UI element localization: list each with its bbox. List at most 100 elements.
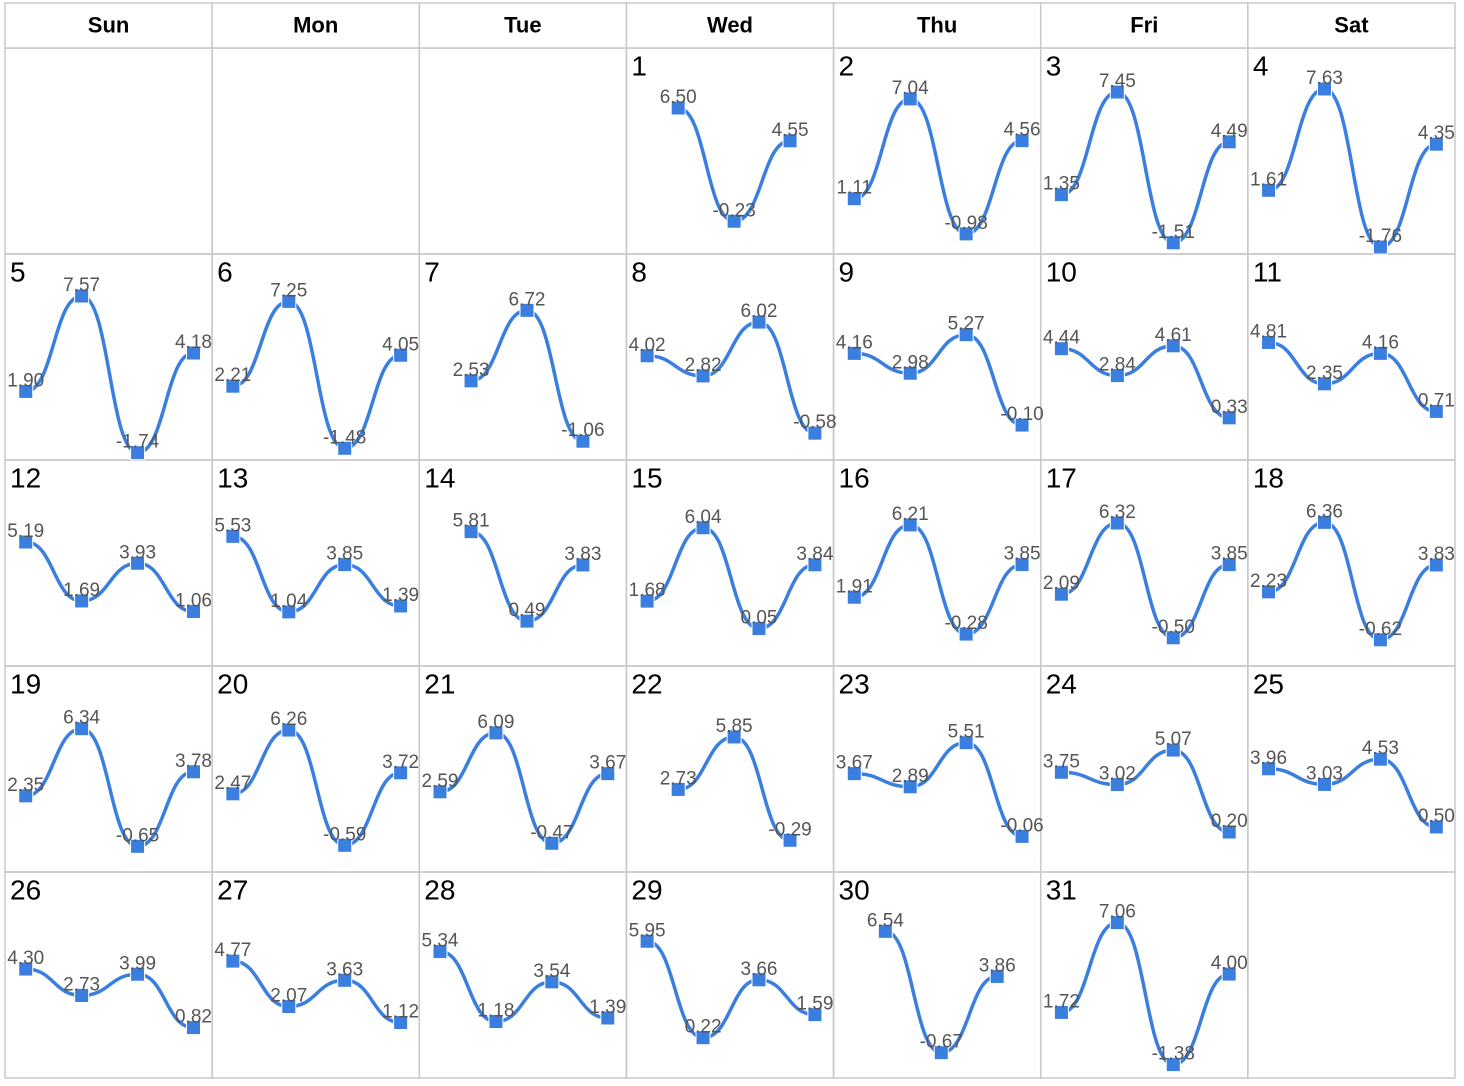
- value-label: -1.06: [561, 420, 604, 441]
- tide-curve: [439, 731, 609, 846]
- tide-point: [989, 968, 1005, 984]
- tide-point: [281, 604, 297, 620]
- value-label: 7.63: [1306, 68, 1343, 89]
- weekday-label: Wed: [707, 12, 753, 37]
- day-number: 18: [1253, 462, 1284, 493]
- day-number: 23: [839, 668, 870, 699]
- tide-point: [1053, 187, 1069, 203]
- tide-point: [185, 764, 201, 780]
- value-label: 6.50: [660, 87, 697, 108]
- tide-curve: [1061, 90, 1230, 245]
- day-number: 4: [1253, 50, 1269, 81]
- tide-point: [130, 838, 146, 854]
- value-label: 6.32: [1099, 502, 1136, 523]
- tide-point: [185, 604, 201, 620]
- value-label: 5.07: [1155, 729, 1192, 750]
- tide-curve: [853, 523, 1023, 636]
- tide-curve: [25, 540, 194, 614]
- tide-point: [18, 961, 34, 977]
- tide-point: [933, 1045, 949, 1061]
- tide-point: [544, 835, 560, 851]
- value-label: 0.20: [1211, 811, 1248, 832]
- weekday-label: Fri: [1130, 12, 1158, 37]
- tide-point: [751, 314, 767, 330]
- day-number: 12: [10, 462, 41, 493]
- header-cell: [1247, 2, 1456, 49]
- value-label: 2.73: [63, 974, 100, 995]
- value-label: 1.61: [1250, 169, 1287, 190]
- tide-point: [1014, 828, 1030, 844]
- tide-point: [1372, 751, 1388, 767]
- tide-point: [807, 425, 823, 441]
- tide-point: [1109, 915, 1125, 931]
- tide-point: [639, 348, 655, 364]
- tide-point: [1221, 410, 1237, 426]
- value-label: 3.96: [1250, 748, 1287, 769]
- value-label: 4.55: [772, 120, 809, 141]
- value-label: -0.65: [116, 825, 159, 846]
- value-label: -1.74: [116, 432, 160, 453]
- value-label: 4.30: [7, 948, 44, 969]
- tide-point: [337, 557, 353, 573]
- value-label: 5.19: [7, 521, 44, 542]
- value-label: 1.72: [1043, 991, 1080, 1012]
- day-cell: [4, 253, 213, 461]
- value-label: 1.59: [796, 994, 833, 1015]
- value-label: 3.93: [119, 542, 156, 563]
- weekday-label: Thu: [917, 12, 957, 37]
- tide-point: [877, 923, 893, 939]
- value-label: 3.02: [1099, 764, 1136, 785]
- tide-point: [1014, 133, 1030, 149]
- tide-point: [281, 722, 297, 738]
- value-label: 5.53: [214, 515, 251, 536]
- tide-point: [695, 1030, 711, 1046]
- day-number: 29: [631, 874, 662, 905]
- day-number: 9: [839, 256, 855, 287]
- day-number: 25: [1253, 668, 1284, 699]
- tide-point: [695, 368, 711, 384]
- day-number: 3: [1046, 50, 1062, 81]
- value-label: 1.39: [382, 585, 419, 606]
- weekday-label: Sun: [88, 12, 130, 37]
- tide-point: [74, 593, 90, 609]
- tide-point: [225, 786, 241, 802]
- tide-point: [18, 788, 34, 804]
- value-label: 2.35: [1306, 363, 1343, 384]
- tide-curve: [854, 740, 1023, 839]
- tide-curve: [854, 332, 1023, 427]
- value-label: -0.47: [530, 822, 573, 843]
- value-label: 4.53: [1362, 738, 1399, 759]
- value-label: 3.84: [796, 544, 833, 565]
- value-label: 1.04: [270, 591, 307, 612]
- weekday-label: Tue: [504, 12, 541, 37]
- tide-point: [846, 191, 862, 207]
- tide-point: [393, 1015, 409, 1031]
- value-label: 4.05: [382, 334, 419, 355]
- value-label: 3.83: [564, 544, 601, 565]
- day-number: 30: [839, 874, 870, 905]
- tide-point: [1428, 136, 1444, 152]
- day-number: 5: [10, 256, 26, 287]
- value-label: 7.25: [270, 280, 307, 301]
- tide-point: [74, 987, 90, 1003]
- value-label: -1.48: [323, 427, 366, 448]
- header-cell: [418, 2, 628, 49]
- tide-point: [1109, 84, 1125, 100]
- value-label: 7.06: [1099, 902, 1136, 923]
- tide-point: [488, 725, 504, 741]
- value-label: 7.57: [63, 275, 100, 296]
- value-label: 0.05: [740, 608, 777, 629]
- day-number: 17: [1046, 462, 1077, 493]
- tide-curve: [646, 526, 816, 631]
- tide-point: [225, 378, 241, 394]
- value-label: 4.18: [175, 332, 212, 353]
- tide-point: [18, 534, 34, 550]
- tide-point: [782, 133, 798, 149]
- tide-point: [18, 383, 34, 399]
- tide-curve: [1268, 757, 1437, 829]
- value-label: 2.23: [1250, 571, 1287, 592]
- tide-point: [130, 445, 146, 461]
- value-label: 3.86: [979, 955, 1016, 976]
- tide-point: [1316, 776, 1332, 792]
- tide-point: [600, 766, 616, 782]
